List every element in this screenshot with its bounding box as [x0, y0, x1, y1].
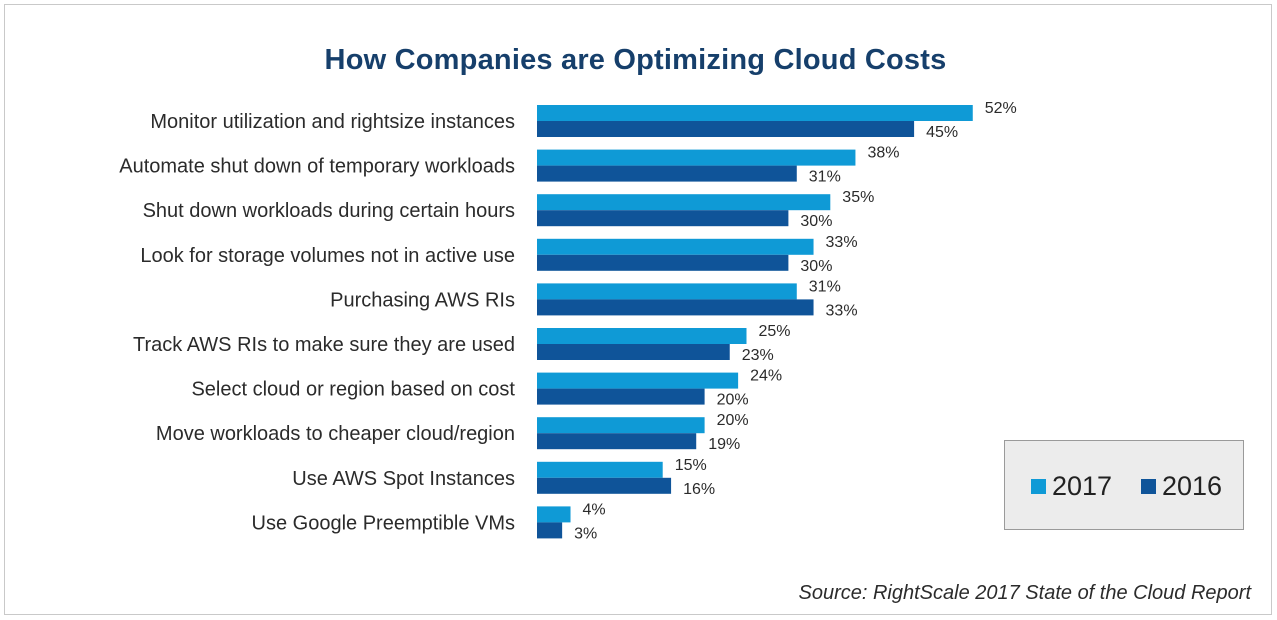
data-label-2017: 4% [583, 501, 606, 518]
legend-label-2017: 2017 [1052, 470, 1113, 501]
data-label-2017: 38% [867, 145, 899, 162]
bar-2016 [537, 254, 789, 271]
data-label-2017: 33% [826, 234, 858, 251]
data-label-2016: 20% [717, 392, 749, 409]
data-label-2017: 20% [717, 412, 749, 429]
data-label-2016: 16% [683, 481, 715, 498]
data-label-2017: 31% [809, 278, 841, 295]
category-label: Select cloud or region based on cost [191, 379, 515, 401]
category-label: Shut down workloads during certain hours [143, 200, 515, 222]
category-label: Track AWS RIs to make sure they are used [133, 334, 515, 356]
data-label-2016: 3% [574, 525, 597, 542]
bar-2017 [537, 372, 739, 389]
bar-2016 [537, 433, 697, 450]
data-label-2017: 25% [759, 323, 791, 340]
data-label-2016: 31% [809, 169, 841, 186]
bar-2016 [537, 477, 672, 494]
data-label-2017: 52% [985, 100, 1017, 117]
bar-2017 [537, 105, 973, 121]
legend-swatch-2016 [1141, 478, 1156, 494]
legend-label-2016: 2016 [1162, 470, 1223, 501]
category-label: Move workloads to cheaper cloud/region [156, 423, 515, 445]
legend-item-2016: 2016 [1141, 470, 1222, 502]
bar-2017 [537, 328, 747, 344]
data-label-2016: 23% [742, 347, 774, 364]
legend: 2017 2016 [1004, 440, 1244, 530]
category-label: Use Google Preemptible VMs [252, 512, 515, 534]
bars-layer: Monitor utilization and rightsize instan… [119, 100, 1017, 542]
data-label-2016: 30% [800, 258, 832, 275]
category-label: Purchasing AWS RIs [330, 289, 515, 311]
chart-title: How Companies are Optimizing Cloud Costs [324, 44, 947, 76]
data-label-2016: 45% [926, 124, 958, 141]
source-note: Source: RightScale 2017 State of the Clo… [798, 582, 1252, 604]
bar-2016 [537, 210, 789, 227]
bar-2016 [537, 388, 705, 405]
category-label: Look for storage volumes not in active u… [140, 245, 515, 267]
category-label: Use AWS Spot Instances [292, 468, 515, 490]
bar-2017 [537, 283, 797, 300]
data-label-2016: 30% [800, 213, 832, 230]
bar-2017 [537, 506, 571, 523]
bar-2017 [537, 238, 814, 255]
data-label-2016: 19% [708, 436, 740, 453]
bar-2016 [537, 299, 814, 316]
bar-2017 [537, 461, 663, 478]
bar-2016 [537, 522, 563, 539]
bar-2016 [537, 165, 797, 182]
legend-item-2017: 2017 [1031, 470, 1112, 502]
data-label-2017: 15% [675, 457, 707, 474]
bar-2016 [537, 344, 730, 360]
bar-2017 [537, 417, 705, 434]
bar-2017 [537, 149, 856, 166]
legend-swatch-2017 [1031, 478, 1046, 494]
bar-2016 [537, 121, 915, 137]
category-label: Monitor utilization and rightsize instan… [150, 111, 515, 133]
data-label-2017: 35% [842, 189, 874, 206]
data-label-2017: 24% [750, 368, 782, 385]
bar-2017 [537, 194, 831, 211]
data-label-2016: 33% [826, 302, 858, 319]
category-label: Automate shut down of temporary workload… [119, 156, 515, 178]
